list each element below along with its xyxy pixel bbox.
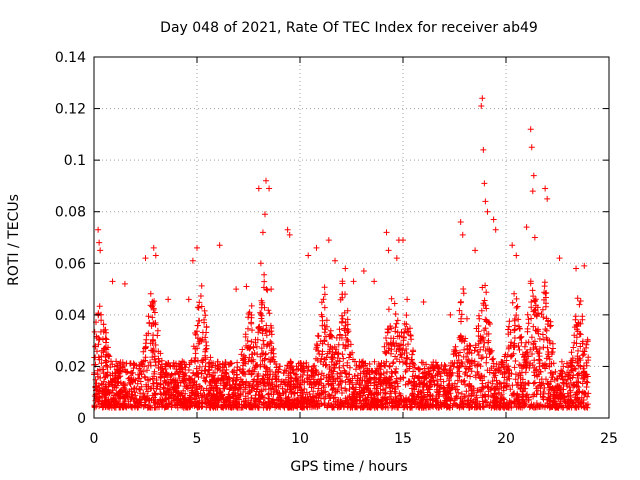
data-point xyxy=(189,257,196,264)
data-point xyxy=(150,244,157,251)
data-point xyxy=(573,265,580,272)
x-tick-label: 5 xyxy=(193,431,202,447)
data-point xyxy=(492,226,499,233)
data-point xyxy=(481,180,488,187)
data-point xyxy=(544,195,551,202)
data-point xyxy=(581,262,588,269)
data-point xyxy=(142,255,149,262)
data-point xyxy=(479,95,486,102)
x-tick-label: 25 xyxy=(600,431,618,447)
data-point xyxy=(263,177,270,184)
x-tick-label: 20 xyxy=(497,431,515,447)
data-point xyxy=(95,226,102,233)
data-point xyxy=(305,252,312,259)
data-point xyxy=(527,126,534,133)
data-point xyxy=(420,298,427,305)
y-tick-label: 0.12 xyxy=(55,102,86,118)
points-layer xyxy=(91,95,592,411)
data-point xyxy=(342,265,349,272)
data-point xyxy=(233,286,240,293)
data-point xyxy=(286,231,293,238)
y-axis-label: ROTI / TECUs xyxy=(6,194,22,286)
data-point xyxy=(404,296,411,303)
data-point xyxy=(393,255,400,262)
data-point xyxy=(257,260,264,267)
data-point xyxy=(383,229,390,236)
data-point xyxy=(531,234,538,241)
x-tick-label: 15 xyxy=(394,431,412,447)
data-point xyxy=(194,244,200,251)
data-point xyxy=(447,311,454,318)
data-point xyxy=(259,229,266,236)
y-tick-label: 0.1 xyxy=(64,153,86,169)
data-point xyxy=(268,286,275,293)
x-tick-label: 0 xyxy=(90,431,99,447)
data-point xyxy=(457,219,464,226)
data-point xyxy=(509,242,516,249)
data-point xyxy=(185,296,192,303)
data-point xyxy=(152,252,159,259)
data-point xyxy=(96,239,103,246)
data-point xyxy=(530,172,537,179)
data-point xyxy=(484,208,491,215)
axis-ticks: 0 5 10 15 20 25 0 0.02 0.04 0.06 0.08 0.1 0.12 0.14 xyxy=(55,50,618,447)
data-point xyxy=(313,244,320,251)
data-point xyxy=(529,188,536,195)
x-axis-label: GPS time / hours xyxy=(290,459,407,475)
data-point xyxy=(490,216,497,223)
data-point xyxy=(121,280,128,287)
data-point xyxy=(109,278,116,285)
data-point xyxy=(556,255,563,262)
data-point xyxy=(284,226,291,233)
data-point xyxy=(350,278,357,285)
data-point xyxy=(482,198,489,205)
data-point xyxy=(542,185,549,192)
data-point xyxy=(400,237,406,244)
y-tick-label: 0.02 xyxy=(55,359,86,375)
y-tick-label: 0.04 xyxy=(55,308,86,324)
data-point xyxy=(371,278,378,285)
data-point xyxy=(97,247,104,254)
data-point xyxy=(332,257,339,264)
data-points-band xyxy=(91,271,592,411)
data-point xyxy=(523,224,530,231)
data-point xyxy=(325,237,332,244)
data-point xyxy=(360,268,367,275)
chart-title: Day 048 of 2021, Rate Of TEC Index for r… xyxy=(160,20,538,36)
data-point xyxy=(261,211,268,218)
y-tick-label: 0.14 xyxy=(55,50,86,66)
plot-frame xyxy=(93,56,610,419)
data-point xyxy=(478,102,485,109)
y-tick-label: 0.08 xyxy=(55,205,86,221)
y-tick-label: 0.06 xyxy=(55,256,86,272)
data-point xyxy=(472,247,479,254)
data-point xyxy=(165,296,172,303)
x-tick-label: 10 xyxy=(291,431,309,447)
data-point xyxy=(255,185,262,192)
data-point xyxy=(513,252,520,259)
data-point xyxy=(216,242,223,249)
data-point xyxy=(266,185,273,192)
data-point xyxy=(385,247,392,254)
data-point xyxy=(480,146,487,153)
y-tick-label: 0 xyxy=(77,411,86,427)
data-point xyxy=(459,231,466,238)
data-point xyxy=(528,144,535,151)
data-point xyxy=(243,283,250,290)
